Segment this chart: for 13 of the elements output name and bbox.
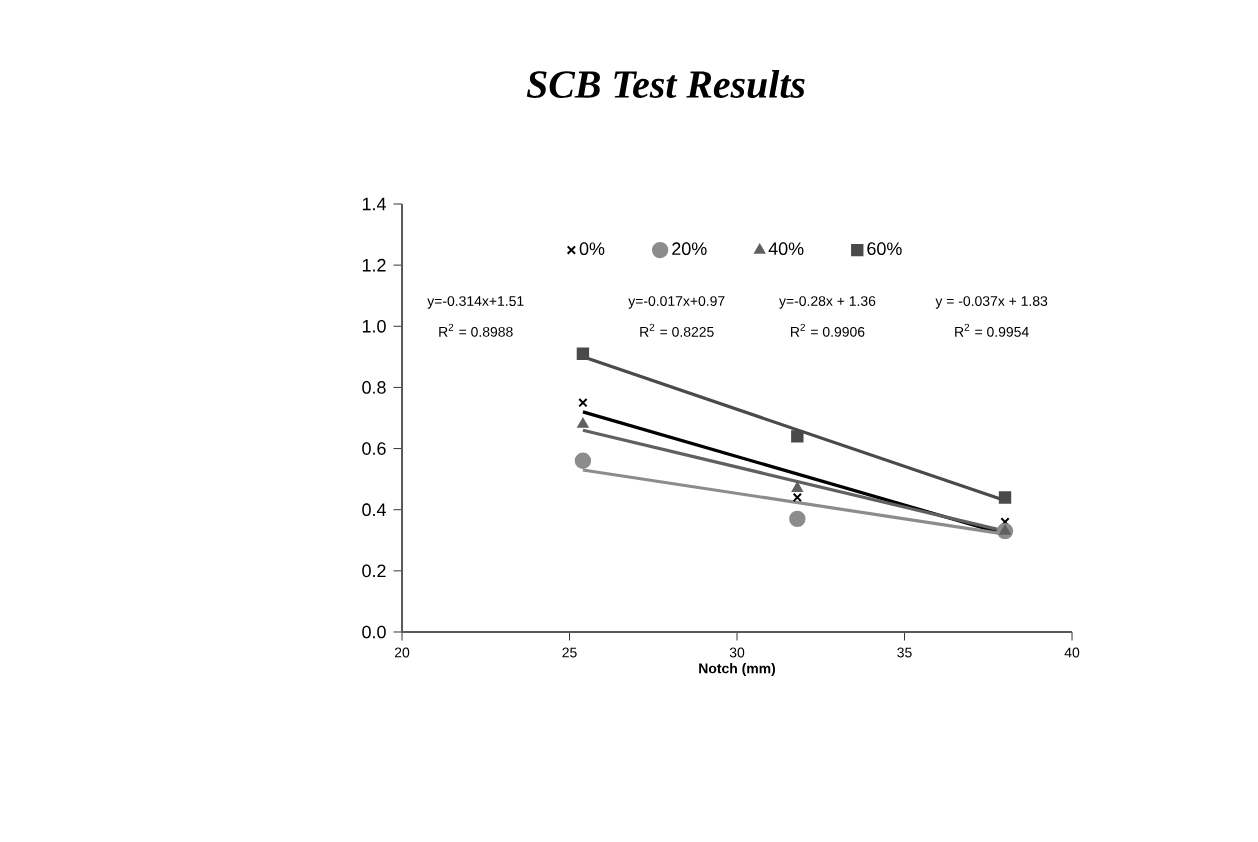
legend-label: 0% [579, 242, 605, 256]
y-tick-label: 1.0 [362, 319, 386, 333]
legend-label: 20% [672, 242, 707, 256]
chart-title: SCB Test Results [526, 69, 805, 99]
y-tick-label: 1.4 [362, 197, 386, 211]
y-tick-label: 0.6 [362, 442, 386, 455]
y-tick-label: 0.8 [362, 381, 386, 394]
y-tick-label: 0.2 [362, 564, 386, 578]
y-tick-label: 0.4 [362, 503, 386, 517]
y-tick-label: 1.2 [362, 258, 386, 272]
legend-label: 40% [768, 242, 804, 256]
y-tick-label: 0.0 [362, 625, 386, 639]
legend-label: 60% [867, 242, 902, 256]
